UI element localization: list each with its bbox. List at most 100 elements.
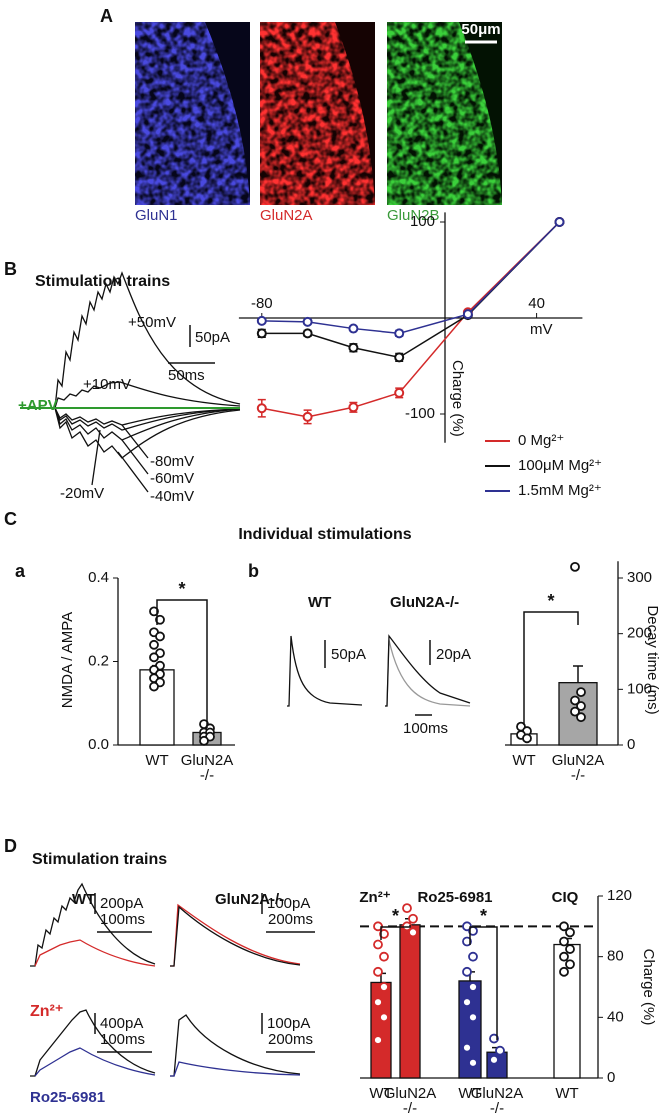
x-tick-label: -80 — [251, 295, 273, 312]
trace — [385, 634, 471, 707]
point — [462, 309, 473, 320]
traces — [30, 882, 315, 1077]
series-line — [261, 221, 561, 418]
trace-label: GluN2A-/- — [390, 594, 459, 611]
y-axis-label: Decay time (ms) — [644, 605, 661, 714]
point — [554, 217, 565, 227]
point — [394, 352, 405, 363]
traces — [287, 634, 471, 716]
x-tick-label: WT — [512, 752, 535, 769]
point — [155, 631, 165, 642]
point — [348, 323, 359, 334]
x-tick-label: WT — [555, 1085, 578, 1102]
point — [348, 402, 359, 413]
trace-label: -20mV — [60, 485, 104, 502]
point — [379, 929, 389, 939]
point — [462, 1042, 472, 1053]
y-tick-label: 0 — [627, 736, 635, 753]
panel-title: Stimulation trains — [32, 851, 167, 868]
trace — [54, 407, 241, 431]
y-tick-label: 100 — [410, 213, 435, 230]
point — [570, 706, 580, 717]
trace-label: -80mV — [150, 453, 194, 470]
micrograph — [135, 22, 250, 205]
scale-label: 100ms — [100, 911, 145, 928]
legend-label: 100μM Mg²⁺ — [518, 457, 602, 474]
point — [489, 1033, 499, 1044]
trace — [170, 1014, 301, 1077]
x-tick-label: GluN2A -/- — [181, 752, 234, 784]
scale-label: 400pA — [100, 1015, 143, 1032]
sub-label: b — [248, 561, 259, 581]
trace-label: +50mV — [128, 314, 176, 331]
point — [256, 403, 267, 414]
significance-bracket — [523, 611, 579, 725]
x-tick-label: 40 — [528, 295, 545, 312]
traces — [20, 271, 241, 493]
point — [462, 936, 472, 947]
point — [462, 966, 472, 977]
trace — [54, 407, 241, 426]
point — [408, 927, 418, 938]
scale-label: 200ms — [268, 911, 313, 928]
scale-label: 100pA — [267, 895, 310, 912]
point — [559, 951, 569, 962]
trace — [34, 939, 156, 967]
x-tick-label: WT — [369, 1085, 392, 1102]
scale-label: 20pA — [436, 646, 471, 663]
point — [522, 733, 532, 744]
point — [373, 1035, 383, 1045]
point — [559, 921, 569, 932]
trace-label: GluN2A-/- — [215, 891, 284, 908]
point — [408, 913, 418, 924]
scale-label: 50ms — [168, 367, 205, 384]
panel-label: C — [4, 509, 17, 529]
x-tick-label: WT — [458, 1085, 481, 1102]
trace-label: WT — [308, 594, 331, 611]
scale-label: 100pA — [267, 1015, 310, 1032]
significance-label: * — [178, 579, 185, 599]
trace — [170, 905, 301, 967]
legend-label: 1.5mM Mg²⁺ — [518, 482, 602, 499]
image-label: GluN2A — [260, 207, 313, 224]
point — [149, 681, 159, 692]
y-tick-label: 0 — [607, 1069, 615, 1086]
point — [559, 966, 569, 977]
significance-label: * — [480, 906, 487, 926]
point — [468, 951, 478, 962]
x-tick-label: WT — [145, 752, 168, 769]
point — [256, 328, 267, 339]
y-tick-label: 120 — [607, 887, 632, 904]
x-tick-label: GluN2A -/- — [552, 752, 605, 784]
point — [302, 411, 313, 422]
y-tick-label: 300 — [627, 569, 652, 586]
panel-label: D — [4, 836, 17, 856]
group-label: CIQ — [552, 889, 579, 906]
legend-label: 0 Mg²⁺ — [518, 432, 564, 449]
point — [468, 982, 478, 992]
point — [489, 1054, 499, 1065]
y-axis-label: NMDA / AMPA — [59, 612, 76, 708]
significance-bracket — [380, 925, 411, 940]
significance-label: * — [547, 591, 554, 611]
point — [302, 316, 313, 327]
scale-label: 50pA — [195, 329, 230, 346]
tissue — [387, 22, 502, 205]
trace — [54, 407, 241, 441]
scale-label: 100ms — [100, 1031, 145, 1048]
point — [348, 342, 359, 353]
point — [468, 1012, 478, 1023]
point — [576, 712, 586, 723]
scale-label: 100ms — [403, 720, 448, 737]
significance-bracket — [156, 599, 208, 728]
sub-label: a — [15, 561, 26, 581]
group-label: Ro25-6981 — [417, 889, 492, 906]
point — [394, 328, 405, 339]
scale-label: 200ms — [268, 1031, 313, 1048]
series-line — [261, 221, 561, 335]
y-axis-label: Charge (%) — [449, 360, 466, 437]
trace — [30, 1009, 156, 1077]
point — [576, 687, 586, 698]
point — [559, 936, 569, 947]
